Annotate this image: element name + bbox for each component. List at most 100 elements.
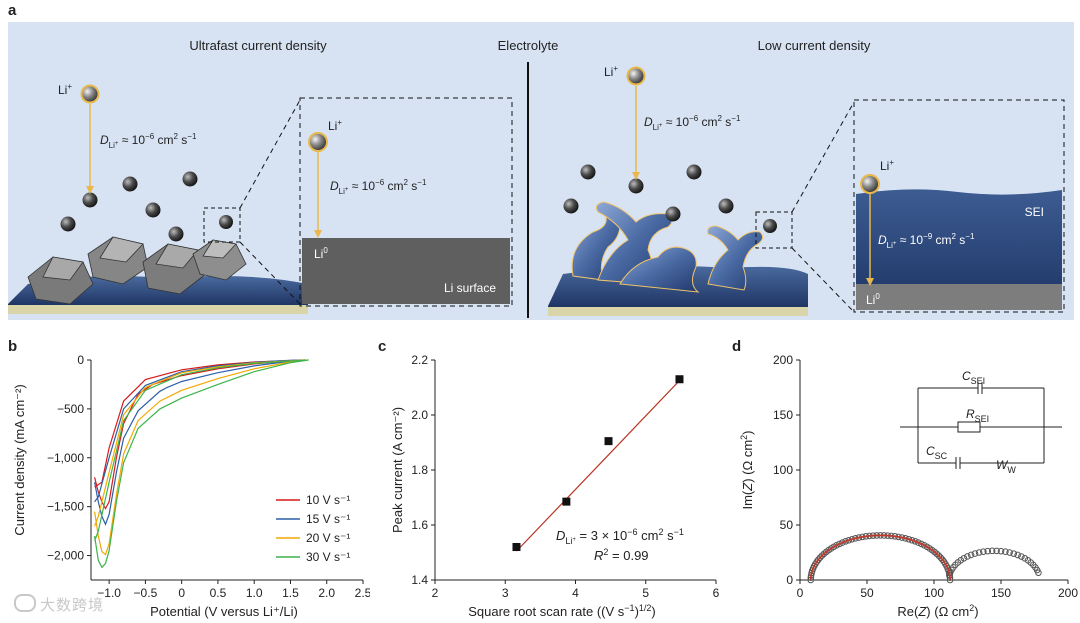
chart-d-fit-curve (809, 534, 951, 581)
diffusion-label-sei: DLi+ ≈ 10−9 cm2 s−1 (878, 232, 975, 250)
chart-b-series-line (94, 359, 302, 526)
chart-c-diffusion-annotation: DLi+ = 3 × 10−6 cm2 s−1 (556, 527, 684, 546)
circuit-r-sei-label: RSEI (966, 407, 989, 424)
ion-label-right: Li+ (604, 64, 618, 79)
chart-d-data-point (1006, 549, 1013, 556)
chart-c-x-tick-label: 5 (642, 586, 649, 600)
chart-c-x-tick-label: 6 (713, 586, 720, 600)
chart-d-data-point (933, 550, 941, 558)
chart-d-data-point (980, 548, 987, 555)
left-zoom-box (299, 97, 513, 307)
chart-c-y-tick-label: 2.0 (411, 408, 428, 422)
chart-c-x-tick-label: 3 (502, 586, 509, 600)
chart-c-x-tick-label: 4 (572, 586, 579, 600)
right-substrate-base (548, 307, 808, 316)
li-dendrites (571, 201, 764, 293)
chart-c-y-tick-label: 2.2 (411, 353, 428, 367)
chart-d-data-point (997, 547, 1005, 555)
chart-d-data-point (915, 539, 922, 546)
chart-d-x-tick-label: 100 (924, 586, 944, 600)
left-zoom-source (203, 207, 241, 243)
chart-d-data-point (839, 539, 846, 546)
chart-b-x-axis-label: Potential (V versus Li⁺/Li) (150, 604, 298, 619)
chart-c-x-axis-label: Square root scan rate ((V s−1)1/2) (468, 603, 656, 619)
chart-d-data-point (816, 554, 824, 561)
chart-d-data-point (1035, 569, 1042, 577)
chart-b-legend-label: 15 V s⁻¹ (306, 512, 350, 526)
chart-b-y-tick-label: −2,000 (47, 549, 84, 563)
chart-d-data-point (1010, 550, 1018, 557)
chart-b-x-tick-label: −1.0 (97, 586, 121, 600)
panel-letter-a: a (8, 2, 17, 19)
chart-d-data-points (807, 532, 1042, 584)
panel-letter-b: b (8, 338, 18, 355)
equivalent-circuit (900, 382, 1062, 469)
chart-b-cyclic-voltammetry: Current density (mA cm⁻²) Potential (V v… (12, 353, 370, 619)
chart-c-y-tick-label: 1.8 (411, 463, 428, 477)
chart-c-r2-annotation: R2 = 0.99 (594, 547, 649, 563)
chart-d-x-tick-label: 200 (1058, 586, 1078, 600)
chart-b-x-tick-label: −0.5 (134, 586, 158, 600)
chart-b-legend-label: 30 V s⁻¹ (306, 550, 350, 564)
chart-c-peak-current: Peak current (A cm⁻²) Square root scan r… (390, 353, 720, 619)
chart-d-data-point (815, 556, 822, 564)
watermark: 大数跨境 (14, 594, 104, 615)
chart-b-y-tick-label: −1,000 (47, 451, 84, 465)
chart-d-data-point (975, 549, 983, 556)
title-electrolyte: Electrolyte (498, 38, 559, 53)
watermark-logo-icon (14, 594, 36, 612)
circuit-c-sc-label: CSC (926, 444, 948, 461)
ion-label-zoom-right: Li+ (880, 158, 894, 173)
left-substrate-base (8, 305, 308, 314)
ion-label-zoom-left: Li+ (328, 118, 342, 133)
chart-b-x-tick-label: 1.5 (282, 586, 299, 600)
chart-d-y-tick-label: 150 (773, 408, 793, 422)
chart-d-x-tick-label: 0 (797, 586, 804, 600)
chart-d-data-point (993, 547, 1000, 555)
chart-d-data-point (984, 547, 992, 555)
chart-b-y-tick-label: −500 (57, 402, 84, 416)
chart-b-x-tick-label: 2.5 (355, 586, 370, 600)
li-metal-block (856, 284, 1062, 310)
diffusion-label-zoom-left: DLi+ ≈ 10−6 cm2 s−1 (330, 178, 427, 196)
chart-d-data-point (935, 552, 943, 560)
sei-label: SEI (1025, 205, 1044, 219)
chart-d-x-axis-label: Re(Z) (Ω cm2) (897, 603, 978, 619)
li-polyhedra (27, 236, 247, 305)
chart-d-data-point (818, 552, 826, 560)
chart-d-data-point (842, 538, 849, 545)
chart-d-data-point (836, 540, 843, 548)
chart-d-y-tick-label: 0 (786, 573, 793, 587)
chart-d-data-point (1014, 551, 1021, 559)
chart-d-x-tick-label: 150 (991, 586, 1011, 600)
chart-b-legend-label: 20 V s⁻¹ (306, 531, 350, 545)
chart-d-data-point (1002, 548, 1009, 556)
circuit-w-label: WW (996, 458, 1016, 475)
li-surface-label: Li surface (444, 281, 496, 295)
chart-b-y-tick-label: −1,500 (47, 500, 84, 514)
chart-c-data-point (562, 497, 571, 506)
chart-d-impedance: Im(Z) (Ω cm2) Re(Z) (Ω cm2) CSEI RSEI CS… (739, 353, 1078, 619)
chart-d-y-tick-label: 100 (773, 463, 793, 477)
chart-c-data-point (675, 375, 684, 384)
chart-b-x-tick-label: 1.0 (246, 586, 263, 600)
chart-b-x-tick-label: 0 (178, 586, 185, 600)
chart-d-y-axis-label: Im(Z) (Ω cm2) (739, 430, 755, 509)
chart-b-series-line (94, 359, 306, 556)
panel-letter-d: d (732, 338, 742, 355)
chart-b-y-axis-label: Current density (mA cm⁻²) (12, 384, 27, 535)
chart-c-y-tick-label: 1.4 (411, 573, 428, 587)
chart-c-data-point (604, 437, 613, 446)
circuit-c-sei-label: CSEI (962, 369, 985, 386)
chart-b-x-tick-label: 2.0 (318, 586, 335, 600)
chart-b-x-tick-label: 0.5 (210, 586, 227, 600)
title-low-current: Low current density (758, 38, 871, 53)
chart-b-legend-label: 10 V s⁻¹ (306, 493, 350, 507)
left-li-ions (60, 84, 233, 242)
sei-layer (856, 189, 1062, 284)
chart-d-data-point (971, 550, 979, 557)
right-zoom-box (853, 99, 1065, 313)
chart-d-y-tick-label: 200 (773, 353, 793, 367)
chart-c-y-axis-label: Peak current (A cm⁻²) (390, 407, 405, 533)
right-zoom-source (755, 211, 793, 249)
